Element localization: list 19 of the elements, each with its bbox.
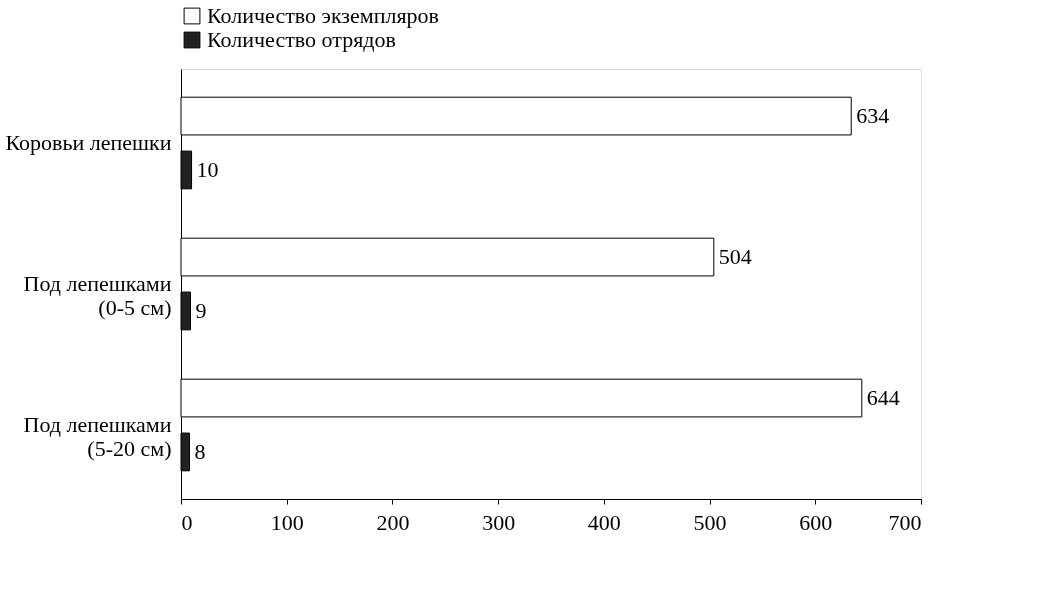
data-label: 644 [866,385,900,411]
x-tick-label: 700 [888,509,922,535]
x-tick-label: 0 [181,509,193,535]
data-label: 634 [856,103,890,129]
x-tick-label: 600 [799,509,833,535]
x-tick-label: 400 [587,509,621,535]
x-tick-label: 500 [693,509,727,535]
data-label: 10 [196,156,219,182]
y-tick-label: Коровьи лепешки [5,130,172,156]
x-tick-label: 300 [482,509,516,535]
y-tick-label: Под лепешками (5-20 см) [23,411,172,461]
data-label: 9 [195,297,207,323]
y-tick-label: Под лепешками (0-5 см) [23,271,172,320]
x-tick-label: 200 [376,509,410,535]
legend-label: Количество экземпляров [207,3,440,28]
x-tick-label: 100 [270,509,304,535]
data-label: 504 [718,244,752,270]
legend-label: Количество отрядов [207,27,396,52]
data-label: 8 [194,438,206,464]
